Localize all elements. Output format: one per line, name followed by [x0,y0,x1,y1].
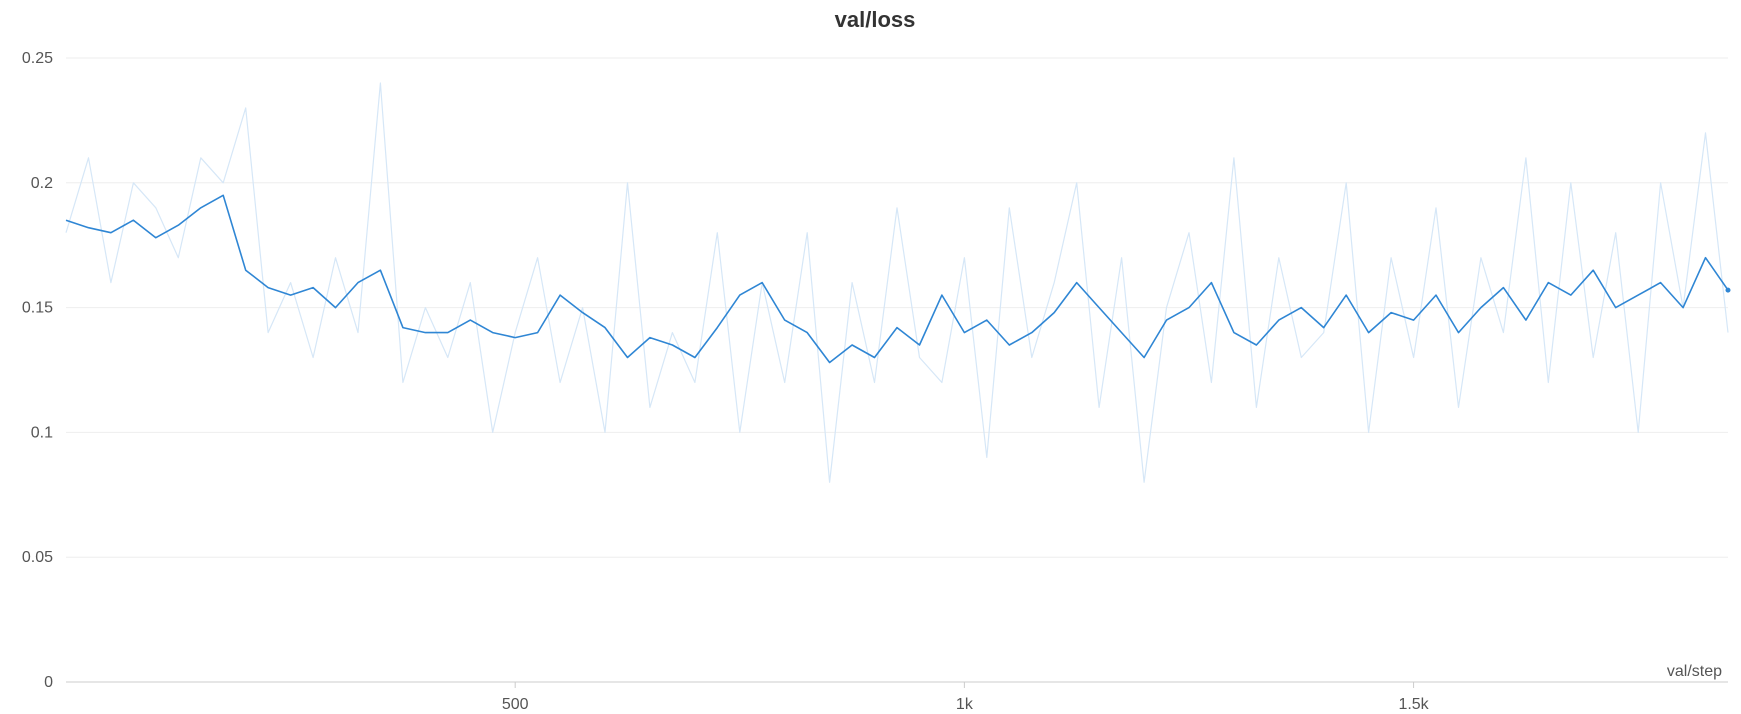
series-end-point [1725,287,1731,293]
y-tick-label: 0.1 [31,424,53,441]
y-tick-label: 0.25 [22,50,53,67]
y-axis-ticks: 0 0.05 0.1 0.15 0.2 0.25 [22,50,53,691]
x-axis-label: val/step [1667,663,1722,680]
y-tick-label: 0.15 [22,300,53,317]
raw-series-line [65,82,1729,483]
series-group [65,82,1731,483]
x-tick-label: 500 [502,696,529,713]
grid-lines [66,57,1728,558]
y-tick-label: 0 [44,674,53,691]
smoothed-series-line [65,194,1729,364]
y-tick-label: 0.2 [31,175,53,192]
y-tick-label: 0.05 [22,549,53,566]
x-tick-label: 1k [956,696,974,713]
chart-title: val/loss [835,7,916,32]
x-axis-ticks: 500 1k 1.5k [502,682,1430,713]
x-tick-label: 1.5k [1398,696,1429,713]
